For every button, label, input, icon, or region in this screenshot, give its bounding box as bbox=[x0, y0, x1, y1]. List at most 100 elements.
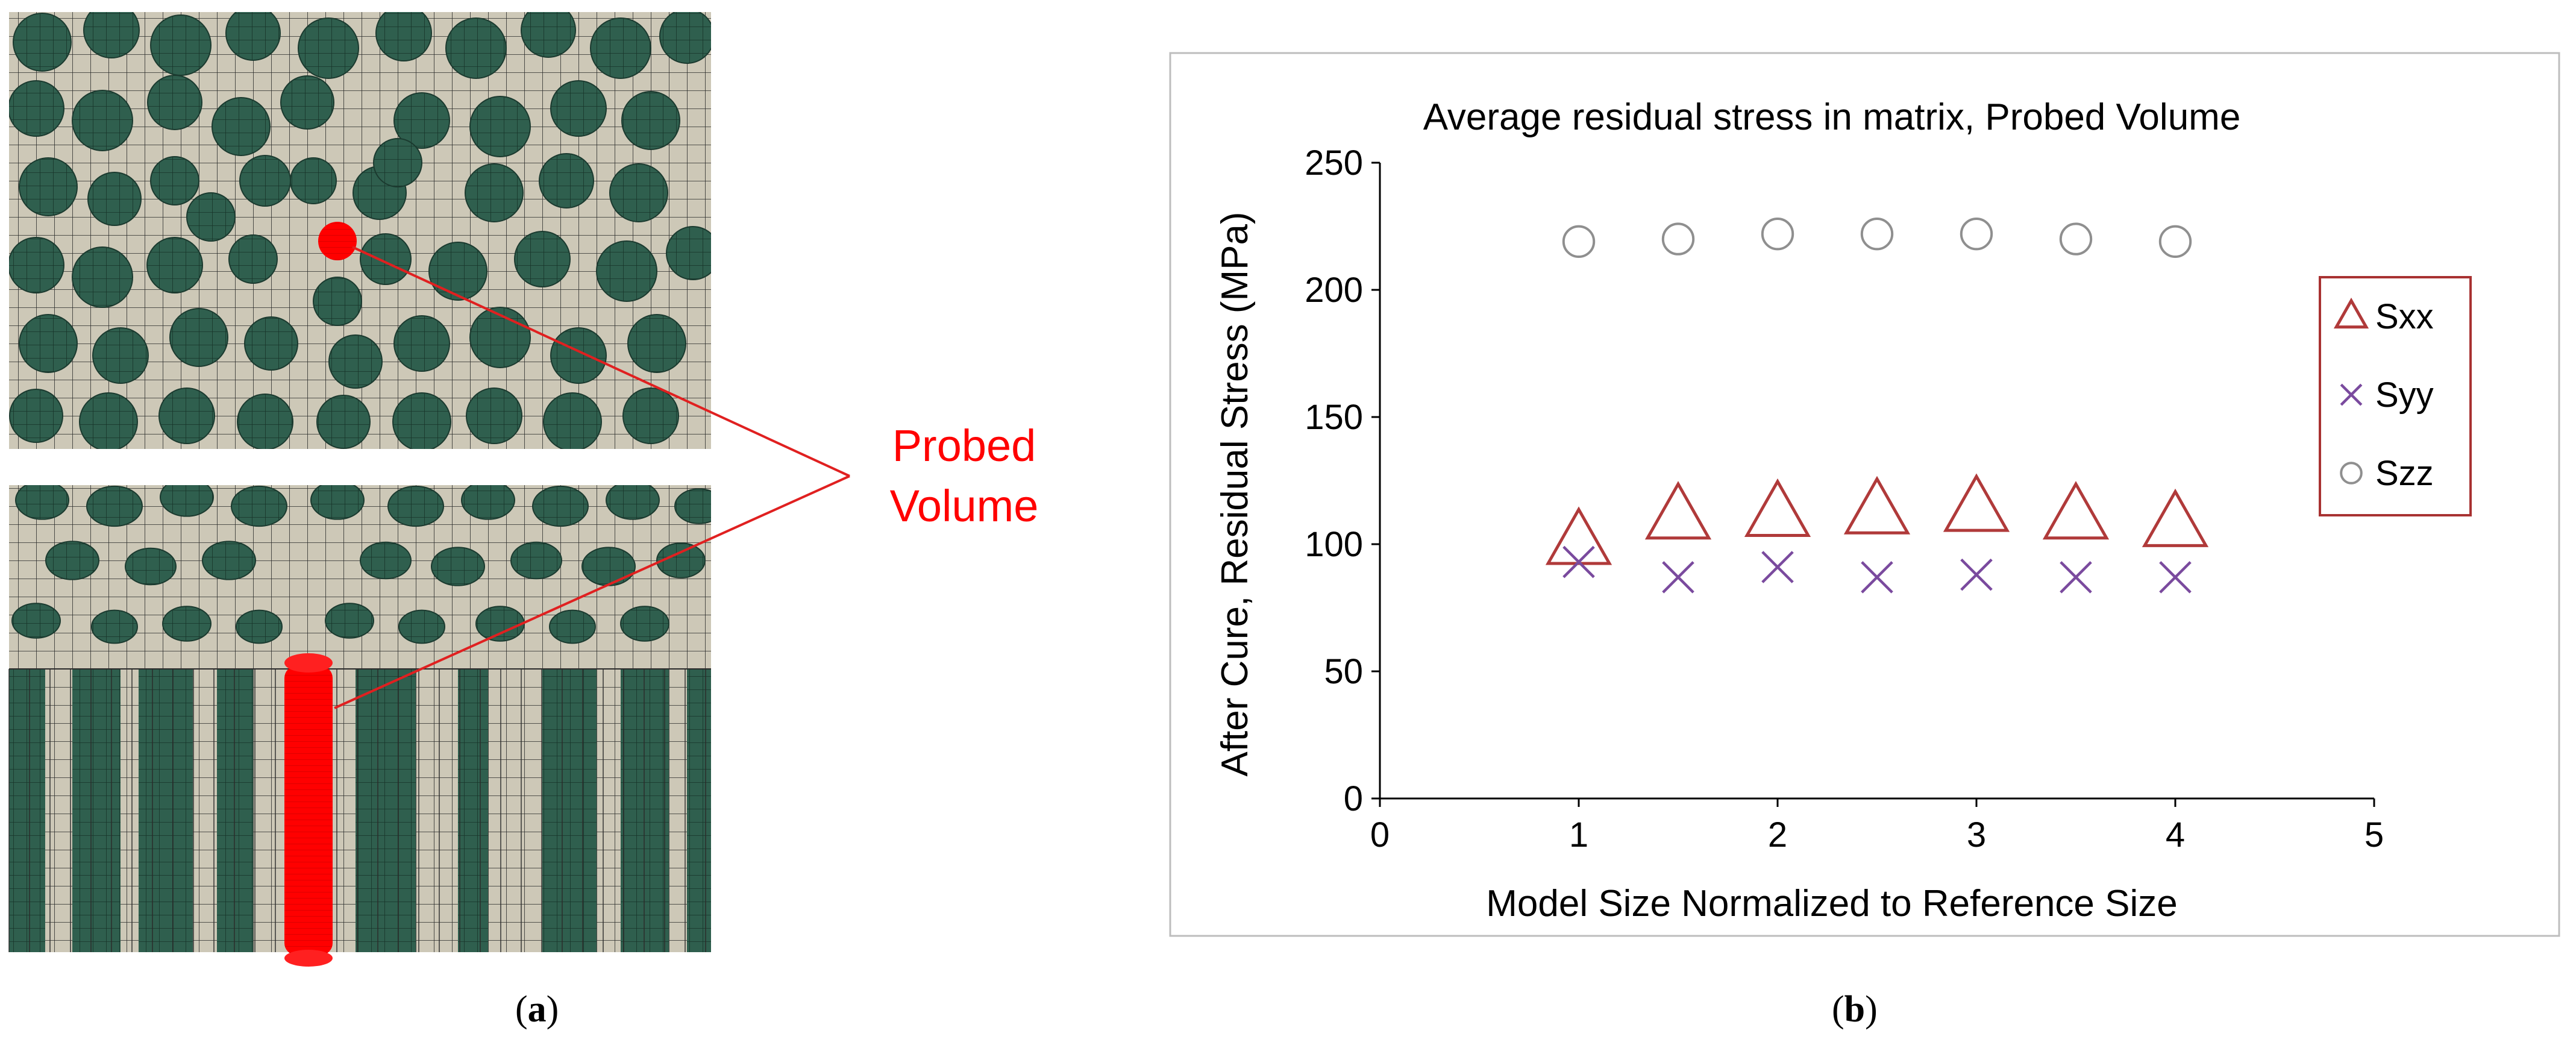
fiber-cross-section bbox=[659, 12, 711, 64]
point-syy bbox=[1662, 561, 1694, 594]
fiber-cross-section bbox=[228, 234, 278, 284]
fiber-section bbox=[231, 485, 287, 527]
fiber-section bbox=[532, 485, 589, 527]
x-tick-label: 2 bbox=[1768, 815, 1787, 855]
probe-volume-column bbox=[284, 666, 333, 955]
y-tick-label: 150 bbox=[1305, 398, 1363, 437]
axes: 0 50 100 150 200 250 0 1 2 3 4 5 bbox=[1305, 143, 2384, 855]
fiber-cross-section bbox=[19, 314, 78, 373]
point-syy bbox=[2060, 561, 2092, 594]
point-szz bbox=[1860, 217, 1894, 251]
series-syy bbox=[1562, 545, 2192, 594]
fiber-cross-section bbox=[596, 240, 657, 302]
panel-a-label: (a) bbox=[515, 989, 559, 1030]
panel-a: Probed Volume (a) bbox=[0, 0, 1085, 1051]
fiber-cross-section bbox=[627, 314, 686, 373]
fiber-section bbox=[236, 609, 283, 644]
fiber-cross-section bbox=[550, 80, 607, 137]
fiber-cross-section bbox=[9, 237, 64, 293]
fiber-cross-section bbox=[147, 75, 202, 130]
x-tick-label: 1 bbox=[1569, 815, 1588, 855]
fiber-section bbox=[549, 609, 596, 644]
y-tick-label: 100 bbox=[1305, 525, 1363, 564]
x-tick-label: 5 bbox=[2364, 815, 2384, 855]
fiber-longitudinal bbox=[542, 669, 597, 952]
point-syy bbox=[1761, 551, 1794, 583]
fiber-cross-section bbox=[621, 91, 680, 150]
fiber-cross-section bbox=[609, 163, 668, 222]
fiber-longitudinal bbox=[621, 669, 669, 952]
probe-volume-base bbox=[284, 950, 333, 967]
fiber-longitudinal bbox=[72, 669, 121, 952]
fiber-cross-section bbox=[465, 163, 524, 222]
x-tick-label: 0 bbox=[1370, 815, 1390, 855]
point-syy bbox=[1562, 545, 1595, 579]
fiber-section bbox=[125, 547, 177, 586]
top-cross-section bbox=[9, 12, 711, 449]
fiber-cross-section bbox=[158, 387, 215, 444]
x-tick-label: 3 bbox=[1967, 815, 1986, 855]
fiber-cross-section bbox=[72, 246, 133, 308]
point-szz bbox=[1562, 225, 1596, 259]
fiber-section bbox=[162, 606, 212, 642]
fiber-section bbox=[581, 547, 636, 586]
fiber-cross-section bbox=[72, 90, 133, 151]
fiber-section bbox=[45, 541, 99, 580]
fiber-cross-section bbox=[469, 96, 531, 157]
fiber-cross-section bbox=[313, 277, 362, 326]
fiber-cross-section bbox=[393, 315, 450, 372]
fiber-cross-section bbox=[590, 17, 651, 79]
fiber-cross-section bbox=[360, 233, 412, 285]
fiber-section bbox=[325, 603, 374, 639]
fiber-cross-section bbox=[92, 327, 149, 384]
fiber-section bbox=[387, 485, 444, 527]
panel-b-letter: b bbox=[1844, 989, 1866, 1030]
x-tick-label: 4 bbox=[2166, 815, 2185, 855]
fiber-cross-section bbox=[9, 80, 64, 137]
fiber-section bbox=[310, 485, 365, 520]
point-syy bbox=[1861, 561, 1893, 594]
fiber-section bbox=[461, 485, 515, 520]
fiber-cross-section bbox=[19, 157, 78, 216]
fiber-cross-section bbox=[514, 231, 571, 287]
fiber-section bbox=[620, 606, 669, 642]
fiber-section bbox=[11, 603, 61, 639]
point-sxx bbox=[1644, 481, 1712, 540]
fiber-longitudinal bbox=[217, 669, 253, 952]
fiber-cross-section bbox=[328, 334, 383, 389]
fiber-longitudinal bbox=[458, 669, 488, 952]
legend-marker-sxx bbox=[2333, 297, 2369, 329]
panel-a-letter: a bbox=[527, 989, 547, 1030]
fiber-cross-section bbox=[83, 12, 140, 58]
fiber-cross-section bbox=[146, 237, 203, 293]
callout-label-line2: Volume bbox=[890, 481, 1039, 531]
fiber-section bbox=[510, 541, 562, 580]
chart-title: Average residual stress in matrix, Probe… bbox=[1423, 96, 2241, 138]
fiber-section bbox=[431, 547, 485, 586]
point-szz bbox=[1960, 217, 1993, 251]
fiber-section bbox=[475, 606, 525, 642]
fiber-longitudinal bbox=[687, 669, 711, 952]
callout-label-line1: Probed bbox=[892, 421, 1036, 471]
legend: Sxx Syy Szz bbox=[2319, 276, 2472, 516]
point-syy bbox=[2159, 561, 2192, 594]
bottom-fibers bbox=[11, 485, 711, 644]
y-tick-label: 250 bbox=[1305, 143, 1363, 183]
fiber-cross-section bbox=[290, 157, 337, 204]
fiber-section bbox=[674, 488, 711, 524]
fiber-cross-section bbox=[150, 156, 199, 205]
fiber-cross-section bbox=[445, 17, 507, 79]
fiber-cross-section bbox=[666, 226, 711, 280]
fiber-section bbox=[398, 609, 445, 644]
longitudinal-fibers bbox=[8, 668, 711, 952]
probe-cross-section bbox=[318, 222, 357, 260]
fiber-section bbox=[656, 542, 706, 579]
fiber-cross-section bbox=[521, 12, 576, 58]
point-sxx bbox=[1943, 473, 2010, 532]
callout-line-top bbox=[352, 246, 850, 477]
fiber-cross-section bbox=[9, 389, 63, 443]
fiber-cross-section bbox=[392, 392, 451, 449]
fiber-cross-section bbox=[316, 395, 371, 449]
point-sxx bbox=[2042, 481, 2110, 540]
point-szz bbox=[1761, 217, 1794, 251]
